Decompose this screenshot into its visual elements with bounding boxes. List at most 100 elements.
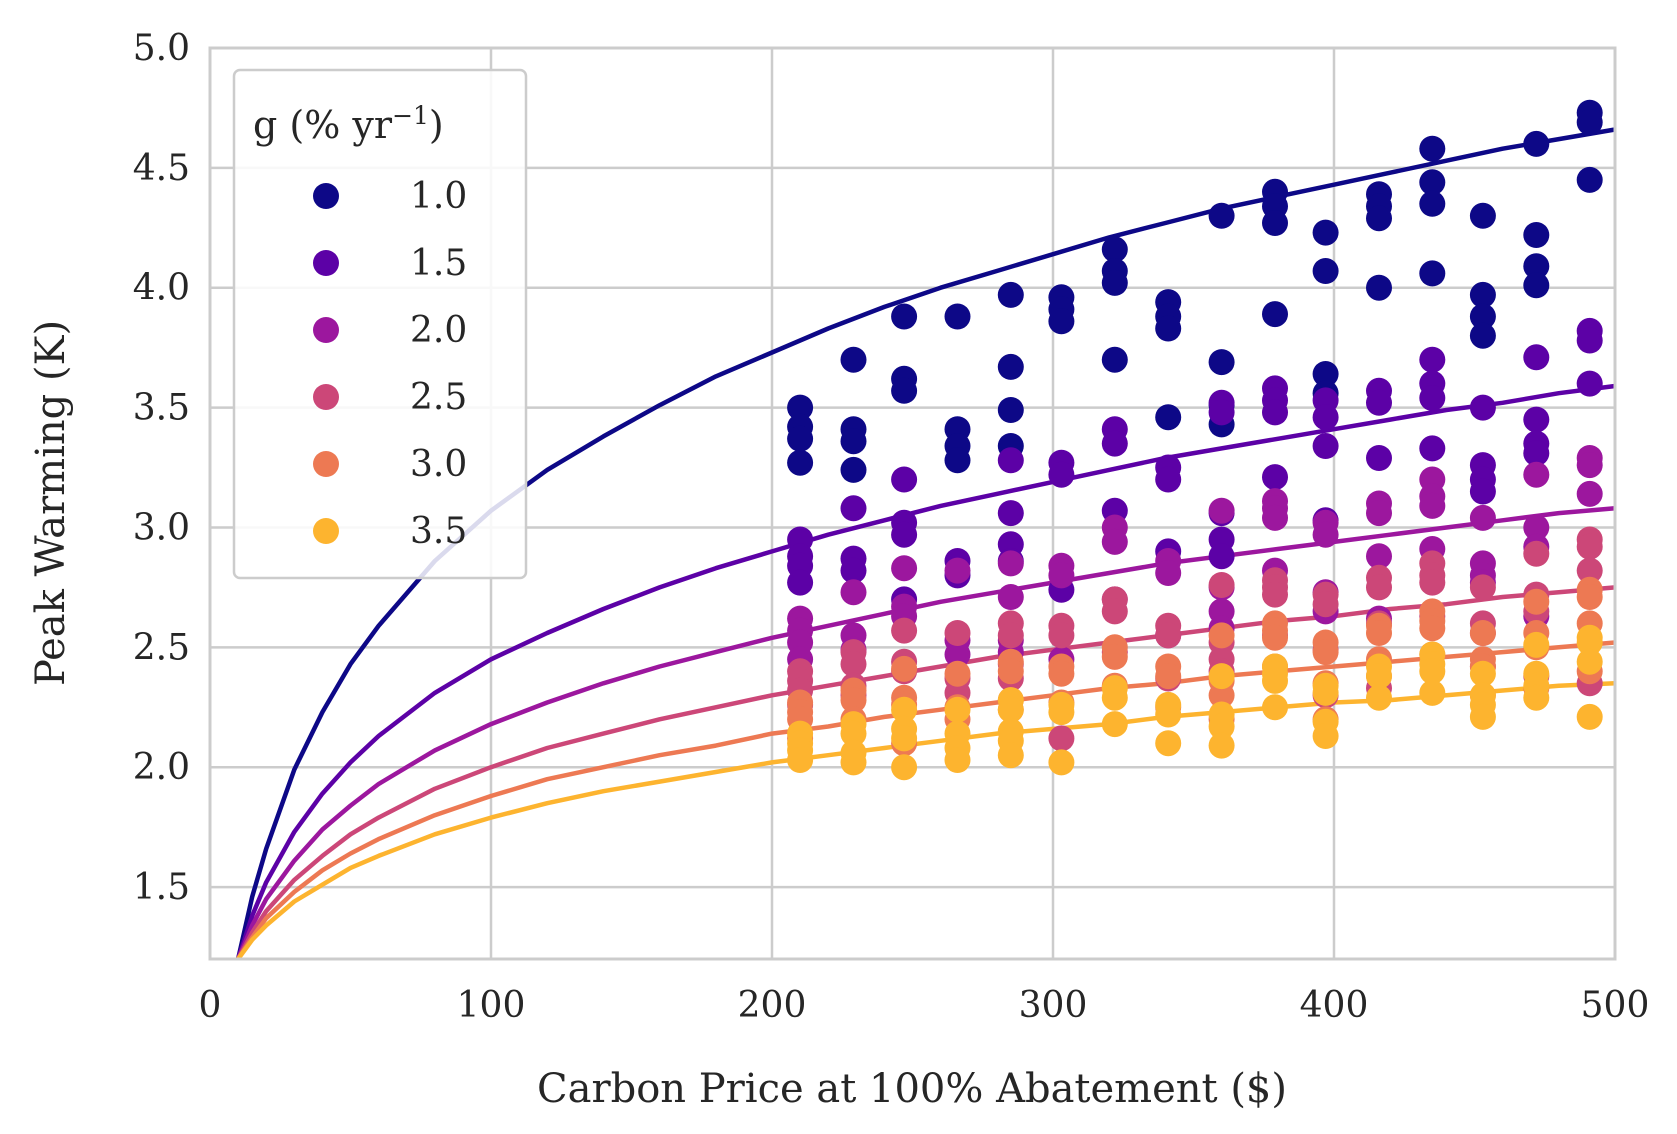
- legend-label-g-3.0: 3.0: [410, 444, 467, 485]
- data-point-g-3.0: [1208, 682, 1235, 709]
- data-point-g-1.0: [1101, 236, 1128, 263]
- fit-curve-g-2.0: [236, 506, 1616, 960]
- data-point-g-1.0: [1523, 222, 1550, 248]
- data-point-g-2.0: [1208, 497, 1235, 524]
- x-tick-label: 500: [1581, 985, 1650, 1026]
- data-point-g-3.5: [1419, 658, 1446, 685]
- data-point-g-1.5: [1576, 327, 1603, 354]
- data-point-g-2.5: [1576, 533, 1603, 560]
- data-point-g-3.5: [1101, 684, 1128, 711]
- data-point-g-1.0: [1366, 205, 1392, 232]
- data-point-g-1.0: [1312, 219, 1339, 246]
- data-point-g-3.5: [1048, 749, 1075, 776]
- data-point-g-1.0: [1469, 303, 1496, 330]
- data-point-g-3.5: [787, 747, 814, 773]
- data-point-g-2.0: [1366, 543, 1392, 570]
- data-point-g-3.0: [1419, 615, 1446, 642]
- data-point-g-2.0: [1576, 480, 1603, 507]
- data-point-g-1.5: [1366, 389, 1392, 416]
- data-point-g-2.0: [997, 584, 1024, 610]
- y-tick-label: 2.0: [133, 747, 190, 788]
- data-point-g-3.0: [1312, 639, 1339, 666]
- data-point-g-1.0: [997, 397, 1024, 423]
- data-point-g-1.0: [944, 447, 971, 474]
- data-point-g-3.5: [1419, 679, 1446, 706]
- data-point-g-1.0: [1262, 210, 1288, 236]
- fit-curve-g-1.0: [235, 127, 1616, 960]
- data-point-g-1.5: [840, 557, 867, 584]
- data-point-g-2.5: [1312, 591, 1339, 618]
- data-point-g-3.5: [1366, 663, 1392, 690]
- data-point-g-2.0: [1419, 492, 1446, 519]
- data-point-g-1.0: [891, 303, 918, 330]
- data-point-g-1.5: [891, 521, 918, 548]
- data-point-g-3.0: [1523, 588, 1550, 615]
- data-point-g-3.5: [840, 720, 867, 747]
- data-point-g-1.0: [1469, 322, 1496, 349]
- data-point-g-3.0: [1469, 620, 1496, 646]
- data-point-g-1.0: [787, 449, 814, 476]
- data-point-g-1.5: [1366, 445, 1392, 471]
- data-point-g-2.0: [997, 550, 1024, 577]
- data-point-g-1.0: [1366, 274, 1392, 301]
- data-point-g-2.0: [1048, 562, 1075, 589]
- data-point-g-1.5: [1262, 399, 1288, 426]
- data-point-g-2.0: [1155, 560, 1182, 586]
- data-point-g-3.0: [840, 687, 867, 714]
- data-point-g-3.5: [1576, 629, 1603, 656]
- data-point-g-2.0: [944, 557, 971, 584]
- data-point-g-1.0: [997, 281, 1024, 308]
- legend-marker-g-2.0: [313, 317, 339, 343]
- legend-title: g (% yr−1): [253, 101, 444, 147]
- data-point-g-1.0: [1048, 308, 1075, 335]
- y-tick-label: 3.5: [133, 388, 190, 429]
- x-tick-label: 400: [1300, 985, 1369, 1026]
- x-tick-label: 100: [457, 985, 526, 1026]
- data-point-g-1.5: [1576, 370, 1603, 397]
- data-point-g-3.5: [944, 696, 971, 723]
- legend: g (% yr−1) 1.0 1.5 2.0 2.5 3.0 3.5: [232, 68, 528, 580]
- legend-items: 1.0 1.5 2.0 2.5 3.0 3.5: [313, 176, 467, 552]
- data-point-g-2.0: [891, 555, 918, 582]
- data-point-g-2.5: [1576, 557, 1603, 584]
- fit-curve-g-1.5: [235, 383, 1616, 960]
- data-point-g-3.5: [1312, 723, 1339, 749]
- data-point-g-3.0: [1366, 620, 1392, 646]
- data-point-g-1.5: [787, 569, 814, 596]
- legend-title-close: ): [429, 103, 444, 147]
- data-point-g-2.0: [1469, 504, 1496, 531]
- data-point-g-3.0: [891, 655, 918, 682]
- data-point-g-2.5: [1419, 569, 1446, 596]
- data-point-g-1.5: [1101, 430, 1128, 457]
- data-point-g-1.5: [1523, 440, 1550, 467]
- legend-label-g-1.0: 1.0: [410, 176, 467, 217]
- data-point-g-2.5: [840, 651, 867, 678]
- data-point-g-3.5: [997, 742, 1024, 769]
- data-point-g-2.5: [1208, 572, 1235, 598]
- data-point-g-3.5: [1469, 703, 1496, 730]
- y-tick-label: 4.0: [133, 268, 190, 309]
- data-point-g-1.5: [1208, 543, 1235, 570]
- data-point-g-1.5: [1312, 404, 1339, 431]
- data-point-g-3.5: [997, 696, 1024, 723]
- legend-label-g-1.5: 1.5: [410, 243, 467, 284]
- data-point-g-1.0: [1523, 253, 1550, 280]
- data-point-g-1.0: [944, 303, 971, 330]
- fit-curve-g-3.5: [236, 681, 1616, 961]
- plot-frame: [208, 46, 1617, 961]
- y-tick-label: 2.5: [133, 627, 190, 668]
- data-point-g-1.0: [1576, 109, 1603, 136]
- data-point-g-3.0: [944, 660, 971, 687]
- data-point-g-1.5: [1312, 433, 1339, 459]
- data-point-g-1.0: [787, 394, 814, 421]
- data-point-g-1.0: [997, 353, 1024, 380]
- data-point-g-3.5: [1469, 660, 1496, 687]
- data-point-g-2.5: [1469, 574, 1496, 601]
- data-point-g-1.5: [1469, 478, 1496, 505]
- fit-curve-g-3.0: [236, 640, 1616, 961]
- legend-label-g-3.5: 3.5: [410, 511, 467, 552]
- data-point-g-1.0: [840, 456, 867, 483]
- data-point-g-3.5: [1523, 631, 1550, 658]
- data-point-g-1.5: [1262, 464, 1288, 491]
- data-point-g-2.0: [1312, 521, 1339, 548]
